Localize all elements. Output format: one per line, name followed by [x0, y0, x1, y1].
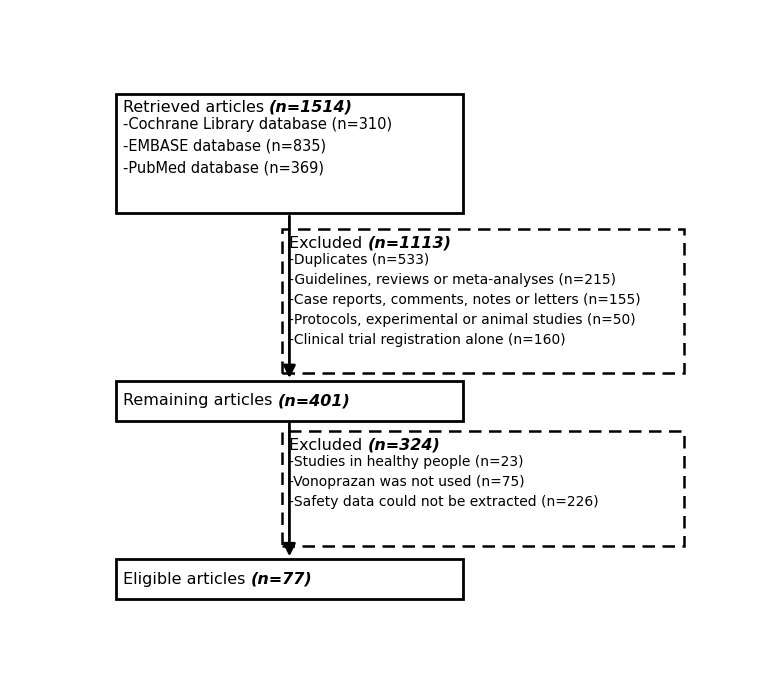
Bar	[115, 93, 463, 214]
Text: Excluded: Excluded	[289, 236, 367, 251]
Text: Eligible articles: Eligible articles	[123, 571, 250, 587]
Bar	[282, 431, 684, 546]
Text: Retrieved articles: Retrieved articles	[123, 100, 269, 115]
Text: (n=401): (n=401)	[278, 393, 350, 408]
Text: (n=1113): (n=1113)	[367, 236, 452, 251]
Text: (n=324): (n=324)	[367, 438, 441, 453]
Text: (n=77): (n=77)	[250, 571, 312, 587]
Text: Excluded: Excluded	[289, 438, 367, 453]
Text: -Duplicates (n=533)
-Guidelines, reviews or meta-analyses (n=215)
-Case reports,: -Duplicates (n=533) -Guidelines, reviews…	[289, 253, 640, 347]
Bar	[115, 559, 463, 599]
Bar	[282, 229, 684, 373]
Text: -Cochrane Library database (n=310)
-EMBASE database (n=835)
-PubMed database (n=: -Cochrane Library database (n=310) -EMBA…	[123, 117, 392, 175]
Text: (n=1514): (n=1514)	[269, 100, 353, 115]
Text: -Studies in healthy people (n=23)
-Vonoprazan was not used (n=75)
-Safety data c: -Studies in healthy people (n=23) -Vonop…	[289, 455, 599, 509]
Text: Remaining articles: Remaining articles	[123, 393, 278, 408]
Bar	[115, 381, 463, 421]
